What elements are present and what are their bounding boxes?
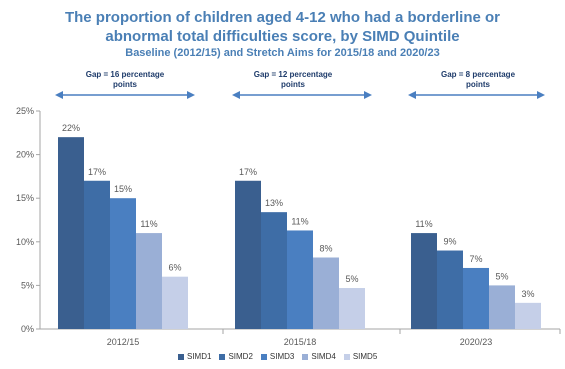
gap-annotation-2: Gap = 12 percentage points [223,70,363,90]
chart-subtitle: Baseline (2012/15) and Stretch Aims for … [125,47,440,59]
bar-simd5-3 [515,302,541,329]
gap-arrow-head-right [187,91,195,99]
data-label: 13% [265,198,283,208]
legend-swatch [219,353,226,360]
data-label: 17% [88,167,106,177]
gap-annotation-3-line-2: points [466,80,490,89]
bar-simd1-3 [411,233,437,329]
bar-simd2-3 [437,250,463,329]
gap-arrow-head-left [55,91,63,99]
legend-label: SIMD1 [187,352,212,361]
data-label: 6% [168,263,181,273]
gap-arrow-head-right [364,91,372,99]
legend-item-simd2: SIMD2 [219,352,253,361]
bar-simd3-3 [463,267,489,329]
legend-swatch [260,353,267,360]
gap-arrow-head-left [408,91,416,99]
gap-annotation-3: Gap = 8 percentage points [408,70,548,90]
bar-simd3-2 [287,230,313,329]
legend-item-simd3: SIMD3 [260,352,295,361]
bar-simd1-1 [58,137,84,329]
data-label: 11% [415,219,432,229]
chart-title-line-2: abnormal total difficulties score, by SI… [105,28,460,45]
bar-simd5-2 [339,288,365,329]
chart-title-line-1: The proportion of children aged 4-12 who… [64,9,501,26]
y-tick-label: 5% [21,280,34,290]
y-tick-label: 10% [16,237,34,247]
data-label: 15% [114,184,132,194]
legend-label: SIMD2 [228,352,253,361]
bar-simd2-2 [261,212,287,329]
bar-simd3-1 [110,198,136,329]
data-label: 5% [345,274,358,284]
y-tick-label: 15% [16,193,34,203]
x-tick-label: 2015/18 [284,337,317,347]
chart-title: The proportion of children aged 4-12 who… [0,8,565,46]
gap-annotation-1-line-2: points [113,80,137,89]
data-label: 9% [443,237,456,247]
y-tick-label: 20% [16,150,34,160]
bar-simd4-3 [489,285,515,329]
y-tick-label: 25% [16,106,34,116]
x-tick-label: 2012/15 [107,337,140,347]
legend-item-simd5: SIMD5 [343,352,378,361]
data-label: 5% [495,271,508,281]
gap-annotation-2-line-2: points [281,80,305,89]
gap-annotation-1-line-1: Gap = 16 percentage [85,70,165,79]
data-label: 7% [469,254,482,264]
legend-item-simd1: SIMD1 [178,352,211,361]
y-tick-label: 0% [21,324,34,334]
legend-item-simd4: SIMD4 [302,352,336,361]
bar-simd1-2 [235,180,261,329]
data-label: 17% [239,167,257,177]
data-label: 3% [521,289,534,299]
legend-swatch [302,353,309,360]
gap-annotation-3-line-1: Gap = 8 percentage [440,70,516,79]
x-tick-label: 2020/23 [460,337,493,347]
bar-simd5-1 [162,276,188,329]
bar-simd2-1 [84,180,110,329]
gap-arrow-head-right [537,91,545,99]
legend-label: SIMD4 [311,352,336,361]
legend: SIMD1 SIMD2 SIMD3 SIMD4 SIMD5 [178,352,377,361]
data-label: 11% [291,216,308,226]
gap-arrow-head-left [232,91,240,99]
gap-annotation-1: Gap = 16 percentage points [55,70,195,90]
data-label: 11% [140,219,157,229]
data-label: 22% [62,123,80,133]
gap-annotation-2-line-1: Gap = 12 percentage [253,70,333,79]
legend-label: SIMD5 [352,352,378,361]
data-label: 8% [319,243,332,253]
legend-swatch [343,353,350,360]
bar-simd4-2 [313,257,339,329]
legend-swatch [178,353,184,360]
bar-simd4-1 [136,233,162,329]
legend-label: SIMD3 [269,352,295,361]
